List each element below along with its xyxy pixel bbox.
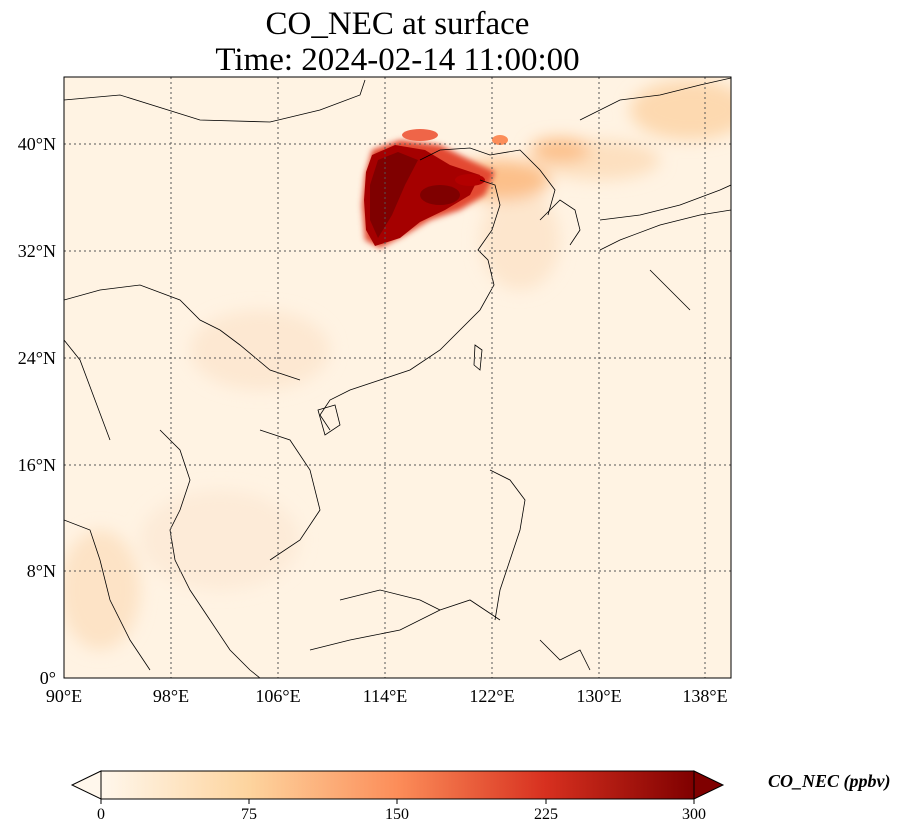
lat-tick-label: 40°N [17,134,56,154]
lat-tick-label: 0° [39,668,56,688]
chart-title: CO_NEC at surface [265,6,530,42]
lat-tick-label: 32°N [17,241,56,261]
chart-subtitle: Time: 2024-02-14 11:00:00 [215,42,580,78]
lat-tick-label: 8°N [26,561,56,581]
colorbar-extend-min [70,770,102,800]
lon-tick-label: 106°E [255,686,301,706]
lon-tick-label: 122°E [469,686,515,706]
colorbar-extend-max [693,770,725,800]
colorbar-tick-label: 300 [682,806,706,823]
colorbar-label: CO_NEC (ppbv) [768,771,891,791]
colorbar-tick-label: 150 [385,806,409,823]
lon-tick-label: 98°E [152,686,190,706]
gridlines [64,77,731,678]
colorbar-gradient [101,771,694,799]
colorbar-tick-label: 75 [241,806,257,823]
colorbar [70,770,725,804]
lon-tick-label: 130°E [576,686,622,706]
coastlines [64,77,731,678]
colorbar-tick-label: 0 [97,806,105,823]
concentration-field [64,80,731,650]
colorbar-tick-label: 225 [534,806,558,823]
map-frame [63,76,732,679]
map-area [64,77,731,678]
co-hotspot [362,129,508,248]
lon-tick-label: 90°E [45,686,83,706]
lon-tick-label: 114°E [362,686,408,706]
lon-tick-label: 138°E [682,686,728,706]
lat-tick-label: 24°N [17,348,56,368]
lat-tick-label: 16°N [17,455,56,475]
